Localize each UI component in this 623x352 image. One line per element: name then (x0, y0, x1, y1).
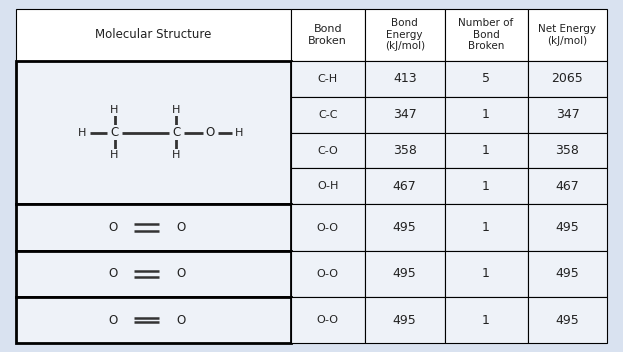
Bar (291, 205, 365, 251)
Text: 413: 413 (393, 72, 417, 85)
Bar (291, 96, 365, 133)
Bar (365, 251, 445, 297)
Bar (365, 96, 445, 133)
Bar (445, 205, 528, 251)
Bar (16, 205, 291, 251)
Bar (528, 61, 607, 96)
Text: H: H (235, 127, 244, 138)
Bar (528, 251, 607, 297)
Text: O: O (176, 267, 186, 280)
Bar (528, 297, 607, 343)
Text: O: O (108, 314, 117, 327)
Text: 495: 495 (556, 267, 579, 280)
Text: 347: 347 (393, 108, 417, 121)
Text: C-O: C-O (317, 145, 338, 156)
Text: 495: 495 (556, 314, 579, 327)
Text: 1: 1 (482, 221, 490, 234)
Text: 1: 1 (482, 144, 490, 157)
Text: 495: 495 (556, 221, 579, 234)
Text: 5: 5 (482, 72, 490, 85)
Bar (528, 133, 607, 169)
Bar (445, 133, 528, 169)
Text: 2065: 2065 (551, 72, 583, 85)
Bar (528, 169, 607, 205)
Text: O: O (206, 126, 215, 139)
Text: 467: 467 (393, 180, 417, 193)
Bar (445, 251, 528, 297)
Bar (291, 251, 365, 297)
Bar (528, 205, 607, 251)
Bar (16, 61, 291, 205)
Text: 495: 495 (393, 221, 417, 234)
Text: O: O (108, 221, 117, 234)
Bar (16, 251, 291, 297)
Bar (365, 9, 445, 61)
Text: 1: 1 (482, 267, 490, 280)
Text: 347: 347 (556, 108, 579, 121)
Text: O-H: O-H (317, 181, 338, 191)
Text: Number of
Bond
Broken: Number of Bond Broken (459, 18, 514, 51)
Text: H: H (78, 127, 87, 138)
Text: O: O (176, 221, 186, 234)
Text: C: C (110, 126, 118, 139)
Text: C-C: C-C (318, 109, 338, 120)
Text: Molecular Structure: Molecular Structure (95, 28, 211, 41)
Bar (445, 169, 528, 205)
Text: O: O (108, 267, 117, 280)
Text: 495: 495 (393, 267, 417, 280)
Bar (528, 96, 607, 133)
Bar (445, 96, 528, 133)
Bar (365, 133, 445, 169)
Text: 1: 1 (482, 314, 490, 327)
Bar (16, 9, 291, 61)
Text: H: H (172, 150, 180, 161)
Bar (445, 9, 528, 61)
Text: H: H (110, 150, 119, 161)
Text: Bond
Broken: Bond Broken (308, 24, 347, 45)
Text: O-O: O-O (316, 222, 339, 233)
Text: 1: 1 (482, 180, 490, 193)
Bar (291, 297, 365, 343)
Text: 495: 495 (393, 314, 417, 327)
Text: O: O (176, 314, 186, 327)
Bar (445, 297, 528, 343)
Bar (445, 61, 528, 96)
Bar (365, 297, 445, 343)
Text: 358: 358 (392, 144, 417, 157)
Text: 467: 467 (556, 180, 579, 193)
Text: 1: 1 (482, 108, 490, 121)
Bar (365, 205, 445, 251)
Text: C-H: C-H (318, 74, 338, 84)
Bar (528, 9, 607, 61)
Bar (365, 61, 445, 96)
Text: O-O: O-O (316, 315, 339, 325)
Text: O-O: O-O (316, 269, 339, 279)
Text: C: C (172, 126, 180, 139)
Bar (16, 297, 291, 343)
Text: 358: 358 (556, 144, 579, 157)
Text: Net Energy
(kJ/mol): Net Energy (kJ/mol) (538, 24, 596, 45)
Text: H: H (172, 105, 180, 115)
Bar (291, 9, 365, 61)
Bar (291, 61, 365, 96)
Bar (291, 133, 365, 169)
Text: Bond
Energy
(kJ/mol): Bond Energy (kJ/mol) (384, 18, 425, 51)
Text: H: H (110, 105, 119, 115)
Bar (291, 169, 365, 205)
Bar (365, 169, 445, 205)
